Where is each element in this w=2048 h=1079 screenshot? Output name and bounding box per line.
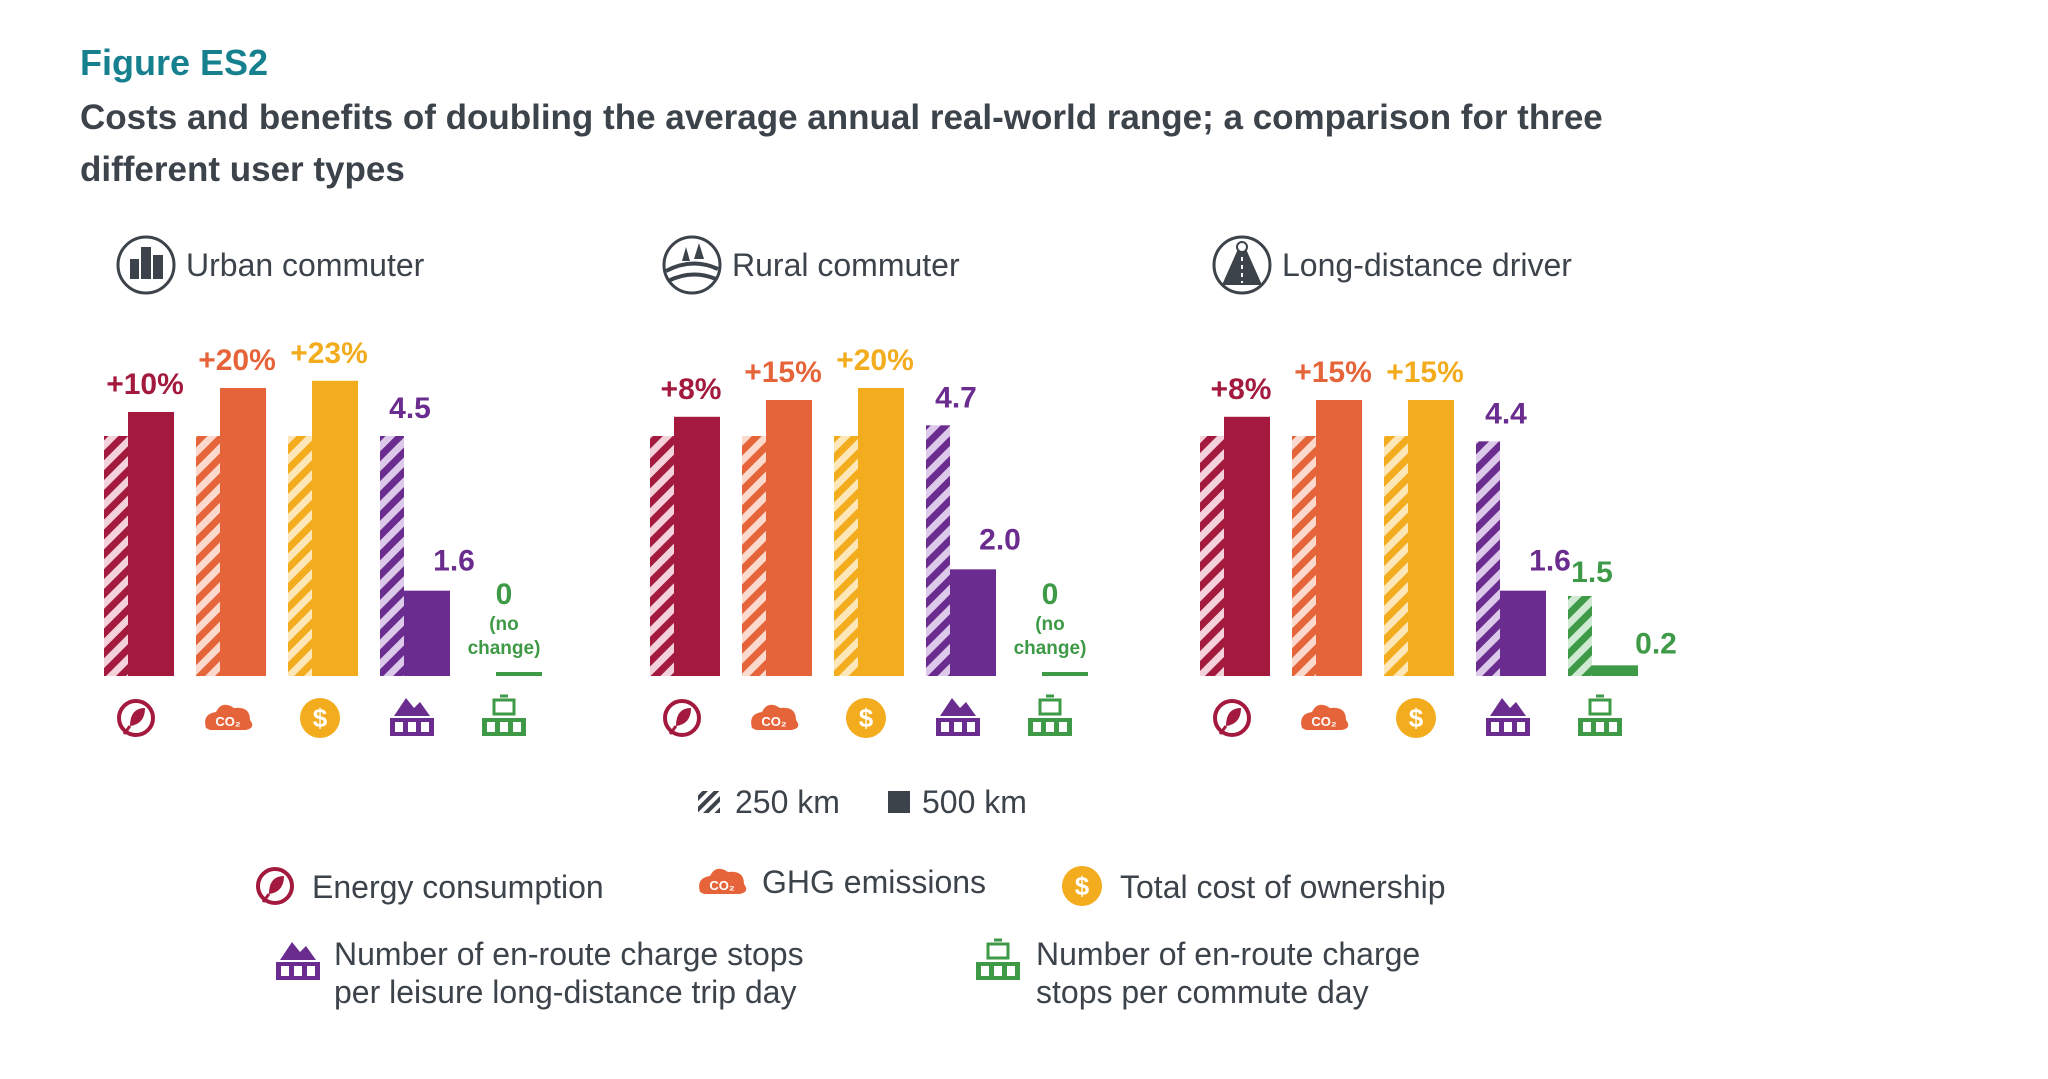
legend-label-leisure: Number of en-route charge stops per leisu… xyxy=(334,936,804,1010)
leisure-stops-icon xyxy=(1486,698,1530,736)
ghg-icon: CO₂ xyxy=(751,704,799,730)
bar-500km-leisure-stops xyxy=(1500,590,1546,676)
data-label-ghg: +15% xyxy=(1294,356,1372,389)
bar-250km-tco xyxy=(288,436,312,676)
commute-stops-icon xyxy=(1578,694,1622,736)
data-note: change) xyxy=(1014,638,1087,659)
bar-250km-ghg xyxy=(196,436,220,676)
data-label-commute: 0 xyxy=(1042,578,1059,611)
leisure-stops-icon xyxy=(936,698,980,736)
data-label-leisure-500km: 1.6 xyxy=(1529,545,1571,578)
data-note: (no xyxy=(489,614,519,635)
svg-text:$: $ xyxy=(1409,703,1424,733)
bar-250km-leisure-stops xyxy=(380,436,404,676)
long-group-icon xyxy=(1212,235,1272,295)
energy-icon xyxy=(256,867,294,905)
bar-500km-energy xyxy=(674,416,720,676)
svg-text:$: $ xyxy=(313,703,328,733)
data-label-energy: +8% xyxy=(661,373,722,406)
svg-text:CO₂: CO₂ xyxy=(761,714,787,729)
data-label-ghg: +15% xyxy=(744,356,822,389)
data-label-energy: +10% xyxy=(106,368,184,401)
bar-500km-tco xyxy=(1408,400,1454,676)
commute-stops-icon xyxy=(976,938,1020,980)
svg-text:CO₂: CO₂ xyxy=(215,714,241,729)
legend-label-energy: Energy consumption xyxy=(312,869,604,905)
energy-icon xyxy=(1213,699,1251,737)
data-label-tco: +23% xyxy=(290,337,368,370)
bar-500km-commute-stops xyxy=(1592,665,1638,676)
data-label-leisure-250km: 4.5 xyxy=(389,392,431,425)
chart-title: Costs and benefits of doubling the avera… xyxy=(80,98,1603,189)
data-label-tco: +15% xyxy=(1386,356,1464,389)
group-title: Urban commuter xyxy=(186,247,425,283)
legend-label-ghg: GHG emissions xyxy=(762,864,986,900)
svg-text:CO₂: CO₂ xyxy=(1311,714,1337,729)
bar-500km-commute-stops xyxy=(1042,672,1088,676)
leisure-stops-icon xyxy=(390,698,434,736)
legend-label-250km: 250 km xyxy=(735,784,840,820)
svg-text:CO₂: CO₂ xyxy=(709,878,735,893)
legend-label-commute: Number of en-route charge stops per commu… xyxy=(1036,936,1420,1010)
ghg-icon: CO₂ xyxy=(699,868,747,894)
energy-icon xyxy=(117,699,155,737)
commute-stops-icon xyxy=(1028,694,1072,736)
ghg-icon: CO₂ xyxy=(1301,704,1349,730)
data-note: change) xyxy=(468,638,541,659)
energy-icon xyxy=(663,699,701,737)
bar-500km-energy xyxy=(1224,416,1270,676)
commute-stops-icon xyxy=(482,694,526,736)
data-label-leisure-500km: 2.0 xyxy=(979,523,1021,556)
data-note: (no xyxy=(1035,614,1065,635)
legend-swatch-hatched xyxy=(698,791,720,813)
bar-250km-ghg xyxy=(1292,436,1316,676)
data-label-ghg: +20% xyxy=(198,344,276,377)
bar-250km-energy xyxy=(104,436,128,676)
data-label-tco: +20% xyxy=(836,344,914,377)
bar-250km-commute-stops xyxy=(1568,596,1592,676)
urban-group-icon xyxy=(116,235,176,295)
tco-icon: $ xyxy=(1396,698,1436,738)
rural-group-icon xyxy=(662,235,722,295)
legend-label-500km: 500 km xyxy=(922,784,1027,820)
bar-500km-ghg xyxy=(220,388,266,676)
data-label-commute-250km: 1.5 xyxy=(1571,556,1613,589)
group-title: Rural commuter xyxy=(732,247,960,283)
data-label-commute: 0 xyxy=(496,578,513,611)
bar-250km-energy xyxy=(1200,436,1224,676)
bar-250km-leisure-stops xyxy=(1476,441,1500,676)
bar-500km-ghg xyxy=(766,400,812,676)
bar-500km-commute-stops xyxy=(496,672,542,676)
group-title: Long-distance driver xyxy=(1282,247,1572,283)
bar-250km-leisure-stops xyxy=(926,425,950,676)
leisure-stops-icon xyxy=(276,942,320,980)
svg-text:$: $ xyxy=(1075,871,1090,901)
legend-swatch-solid xyxy=(888,791,910,813)
ghg-icon: CO₂ xyxy=(205,704,253,730)
svg-text:$: $ xyxy=(859,703,874,733)
bar-500km-leisure-stops xyxy=(950,569,996,676)
bar-500km-leisure-stops xyxy=(404,590,450,676)
bar-250km-tco xyxy=(1384,436,1408,676)
bar-500km-tco xyxy=(858,388,904,676)
data-label-leisure-500km: 1.6 xyxy=(433,545,475,578)
bar-250km-ghg xyxy=(742,436,766,676)
tco-icon: $ xyxy=(300,698,340,738)
bar-250km-energy xyxy=(650,436,674,676)
data-label-commute-500km: 0.2 xyxy=(1635,627,1677,660)
bar-500km-energy xyxy=(128,412,174,676)
data-label-energy: +8% xyxy=(1211,373,1272,406)
bar-500km-ghg xyxy=(1316,400,1362,676)
figure-label: Figure ES2 xyxy=(80,42,269,83)
tco-icon: $ xyxy=(1062,866,1102,906)
data-label-leisure-250km: 4.4 xyxy=(1485,397,1527,430)
data-label-leisure-250km: 4.7 xyxy=(935,381,977,414)
bar-250km-tco xyxy=(834,436,858,676)
bar-500km-tco xyxy=(312,380,358,676)
tco-icon: $ xyxy=(846,698,886,738)
legend-label-tco: Total cost of ownership xyxy=(1120,869,1446,905)
